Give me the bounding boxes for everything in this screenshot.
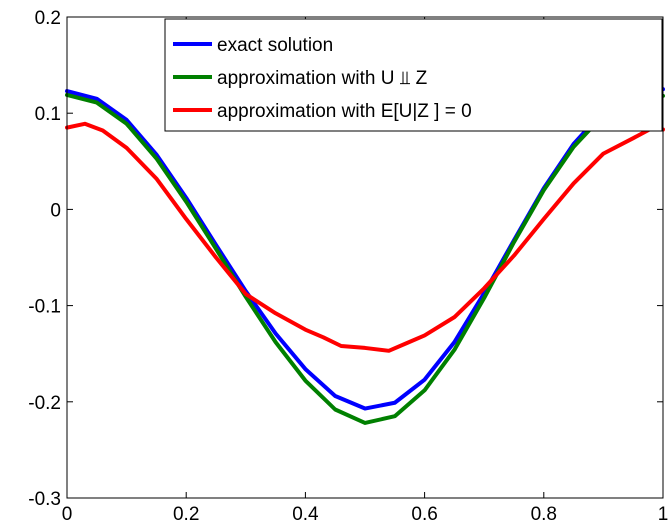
legend-label-3: approximation with E[U|Z ] = 0 — [217, 101, 472, 122]
legend-label-2: approximation with U ⫫ Z — [217, 68, 428, 89]
series-group — [65, 87, 665, 425]
series-line-2 — [65, 92, 665, 425]
plot-frame — [66, 16, 664, 499]
x-tick-label: 0.2 — [173, 504, 199, 525]
y-tick-label: 0 — [50, 200, 61, 221]
x-tick-label: 0.4 — [292, 504, 319, 525]
x-tick-label: 0 — [62, 504, 73, 525]
y-tick-label: -0.3 — [28, 489, 61, 510]
y-tick-label: 0.2 — [35, 8, 61, 29]
x-tick-label: 0.6 — [411, 504, 437, 525]
y-tick-label: -0.2 — [28, 393, 61, 414]
x-tick-label: 1 — [658, 504, 668, 525]
legend: exact solution approximation with U ⫫ Z ap… — [164, 18, 663, 132]
legend-box — [164, 18, 663, 132]
x-tick-label: 0.8 — [531, 504, 557, 525]
series-line-3 — [65, 121, 665, 353]
y-tick-label: -0.1 — [28, 297, 61, 318]
tick-group: 0 0.2 0.4 0.6 0.8 1 -0.3 -0.2 -0.1 0 0.1 0.2 — [28, 8, 668, 525]
legend-label-1: exact solution — [217, 35, 333, 56]
y-tick-label: 0.1 — [35, 104, 61, 125]
